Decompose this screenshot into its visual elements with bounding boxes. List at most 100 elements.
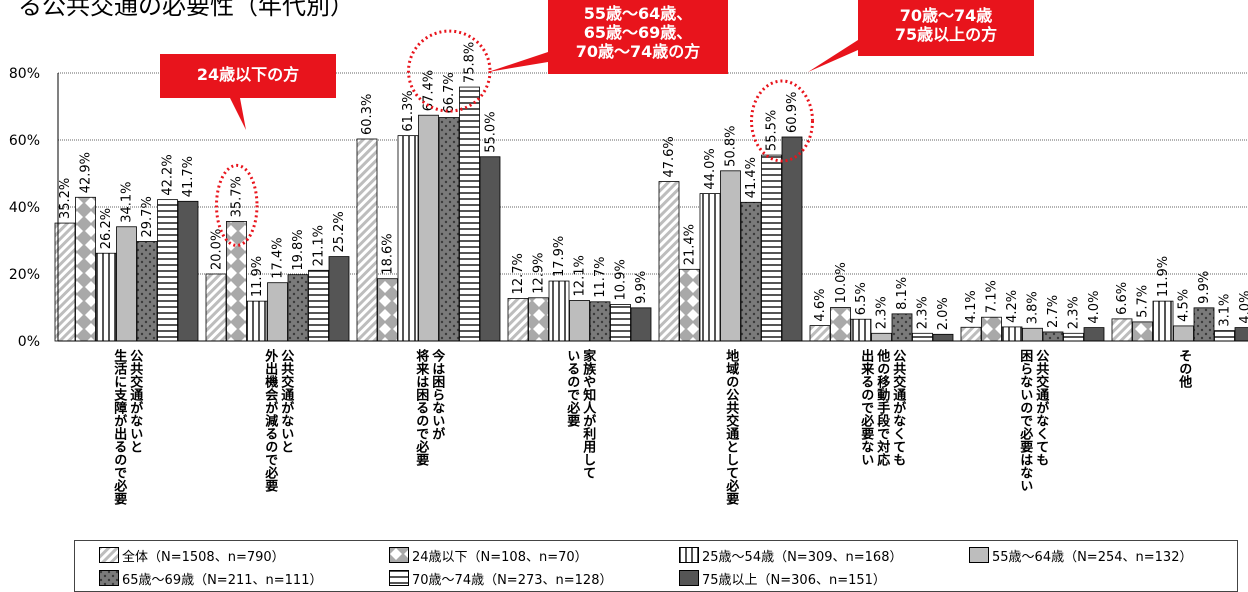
legend-swatch [99, 570, 119, 586]
data-label: 60.3% [360, 94, 375, 135]
legend-label: 65歳〜69歳（N=211、n=111） [122, 572, 323, 588]
category-label: 公共交通がなくても [890, 349, 906, 466]
bar [1063, 332, 1084, 342]
data-label: 41.4% [744, 157, 759, 198]
bar [781, 136, 803, 342]
callout-pointer [488, 52, 548, 72]
data-label: 4.5% [1177, 289, 1192, 322]
bar [1152, 300, 1174, 342]
bar [1193, 307, 1215, 342]
legend-label: 75歳以上（N=306、n=151） [702, 572, 886, 588]
data-label: 42.2% [161, 154, 176, 195]
data-label: 5.7% [1136, 285, 1151, 318]
data-label: 4.0% [1238, 291, 1248, 324]
data-label: 6.6% [1115, 282, 1130, 315]
bar [679, 268, 700, 342]
legend-item: 75歳以上（N=306、n=151） [679, 568, 886, 588]
legend-swatch [679, 547, 699, 563]
legend-swatch [389, 570, 409, 586]
callout-under24: 24歳以下の方 [160, 54, 336, 98]
data-label: 12.1% [573, 255, 588, 296]
bar [658, 181, 680, 342]
bar [589, 301, 611, 342]
callout-line: 24歳以下の方 [196, 65, 300, 84]
category-label: 公共交通がなくても [1033, 349, 1049, 466]
callout-line: 65歳〜69歳、 [583, 23, 693, 43]
data-label: 8.1% [895, 277, 910, 310]
data-label: 42.9% [79, 152, 94, 193]
bar [528, 297, 549, 342]
bar [397, 135, 419, 342]
bar [548, 280, 570, 342]
highlight-ellipse [407, 29, 492, 113]
data-label: 34.1% [120, 181, 135, 222]
bar [75, 196, 96, 342]
bar [328, 256, 350, 342]
legend-label: 全体（N=1508、n=790） [122, 549, 285, 565]
data-label: 75.8% [463, 42, 478, 83]
bar [377, 278, 398, 342]
data-label: 2.0% [936, 297, 951, 330]
axes: 0% 20% 40% 60% 80% [9, 66, 1248, 350]
data-label: 2.3% [916, 296, 931, 329]
legend-label: 70歳〜74歳（N=273、n=128） [412, 572, 613, 588]
data-label: 4.1% [964, 290, 979, 323]
data-label: 4.2% [1005, 290, 1020, 323]
bar [1001, 326, 1023, 342]
data-label: 50.8% [724, 126, 739, 167]
y-tick-label: 60% [9, 133, 40, 149]
data-label: 12.7% [511, 253, 526, 294]
data-label: 17.9% [552, 236, 567, 277]
category-label: 地域の公共交通として必要 [723, 348, 740, 506]
legend-item: 24歳以下（N=108、n=70） [389, 545, 588, 565]
data-label: 55.0% [483, 111, 498, 152]
bar [507, 298, 529, 342]
category-label: 出来るので必要ない [858, 348, 875, 466]
bar [267, 282, 288, 342]
bar [830, 307, 851, 342]
legend-swatch [679, 570, 699, 586]
bar [740, 201, 762, 342]
legend-item: 全体（N=1508、n=790） [99, 545, 285, 565]
category-label: その他 [1176, 349, 1193, 389]
category-label: 家族や知人が利用して [580, 348, 597, 479]
bar [177, 200, 199, 342]
data-label: 11.7% [593, 256, 608, 297]
bar [95, 252, 117, 342]
data-label: 11.9% [1156, 256, 1171, 297]
data-label: 18.6% [381, 233, 396, 274]
bar [912, 332, 933, 342]
data-label: 7.1% [985, 280, 1000, 313]
legend-swatch [99, 547, 119, 563]
bar [226, 221, 247, 342]
data-label: 67.4% [422, 70, 437, 111]
data-label: 26.2% [99, 208, 114, 249]
bar [1042, 331, 1064, 342]
category-label: 今は困らないが [429, 348, 446, 440]
y-tick-label: 80% [9, 66, 40, 82]
data-label: 10.9% [614, 259, 629, 300]
data-label: 10.0% [834, 262, 849, 303]
callout-pointer [230, 98, 246, 130]
bar [850, 318, 872, 342]
data-label: 4.0% [1087, 291, 1102, 324]
bar [809, 325, 831, 342]
data-label: 2.3% [875, 296, 890, 329]
bar [699, 193, 721, 342]
legend-swatch [389, 547, 409, 563]
bar [960, 326, 982, 342]
category-label: 将来は困るので必要 [413, 348, 430, 467]
bar [981, 316, 1002, 342]
bar [891, 313, 913, 342]
bar [246, 300, 268, 342]
callout-line: 75歳以上の方 [894, 25, 998, 45]
legend: 全体（N=1508、n=790） 24歳以下（N=108、n=70） 25歳〜54歳… [74, 540, 1238, 592]
data-label: 60.9% [785, 92, 800, 133]
legend-label: 25歳〜54歳（N=309、n=168） [702, 549, 903, 565]
bar [356, 138, 378, 342]
bar [1111, 318, 1133, 342]
bar [1234, 327, 1248, 342]
bar [569, 300, 590, 342]
bar [610, 304, 631, 342]
